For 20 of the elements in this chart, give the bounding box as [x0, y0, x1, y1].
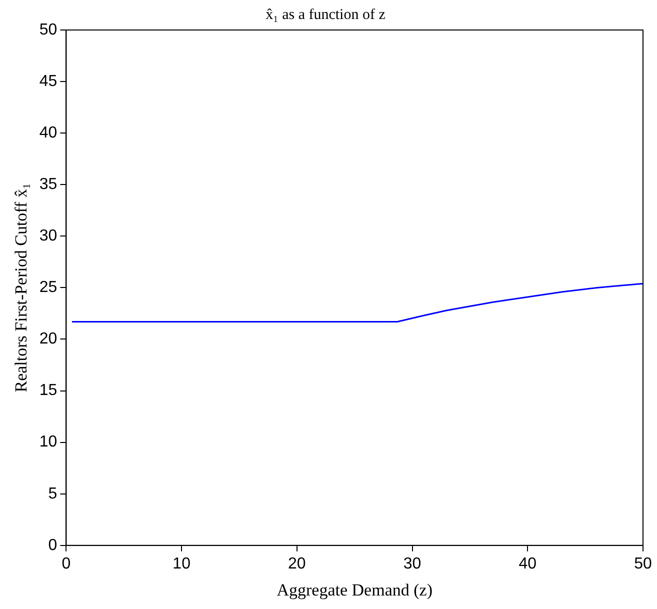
y-tick-label: 10: [39, 434, 58, 451]
y-tick-label: 15: [39, 382, 58, 400]
y-tick-label: 25: [39, 279, 58, 296]
y-tick-label: 50: [39, 21, 58, 38]
y-tick-label: 30: [39, 228, 58, 245]
chart-title: x̂₁ as a function of z: [266, 6, 386, 23]
x-tick-label: 20: [288, 555, 306, 572]
x-axis-title: Aggregate Demand (z): [276, 580, 432, 600]
y-axis-title: Realtors First-Period Cutoff x̂₁: [12, 183, 31, 392]
x-tick-label: 40: [518, 555, 537, 572]
y-tick-label: 35: [39, 176, 58, 194]
y-tick-label: 40: [39, 124, 58, 142]
x-tick-label: 50: [634, 555, 652, 572]
x-tick-label: 30: [403, 555, 422, 572]
x-tick-label: 0: [62, 555, 71, 572]
x-tick-label: 10: [172, 555, 191, 572]
y-tick-label: 0: [48, 536, 58, 554]
y-tick-label: 5: [48, 485, 58, 502]
y-tick-label: 45: [39, 72, 58, 90]
y-tick-label: 20: [39, 330, 58, 348]
